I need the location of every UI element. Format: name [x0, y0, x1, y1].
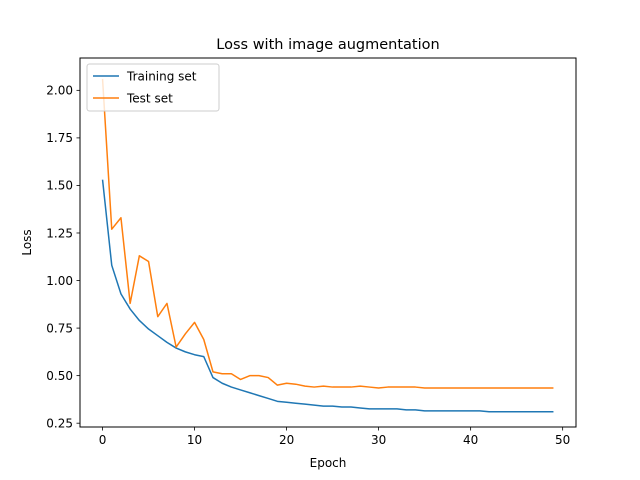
x-tick-label: 0 — [99, 433, 107, 447]
legend-box — [86, 63, 220, 112]
x-tick-label: 40 — [463, 433, 478, 447]
y-tick-label: 0.50 — [46, 369, 73, 383]
y-tick-label: 0.75 — [46, 321, 73, 335]
plot-frame — [79, 57, 577, 428]
legend-label: Test set — [126, 91, 173, 105]
series-line-test-set — [101, 78, 554, 389]
x-tick-label: 10 — [187, 433, 202, 447]
plot-area — [101, 78, 554, 413]
y-axis: 0.25 0.50 0.75 1.00 1.25 1.50 1.75 2.00 — [46, 84, 80, 430]
x-tick-label: 30 — [371, 433, 386, 447]
y-tick-label: 1.50 — [46, 179, 73, 193]
y-axis-label: Loss — [20, 229, 34, 255]
legend: Training set Test set — [86, 63, 220, 112]
y-tick-label: 2.00 — [46, 84, 73, 98]
y-tick-label: 1.75 — [46, 131, 73, 145]
y-tick-label: 0.25 — [46, 416, 73, 430]
x-axis-label: Epoch — [310, 456, 347, 470]
legend-label: Training set — [126, 69, 197, 83]
series-line-training-set — [101, 179, 554, 413]
chart-title: Loss with image augmentation — [216, 37, 439, 53]
y-tick-label: 1.25 — [46, 226, 73, 240]
x-axis: 0 10 20 30 40 50 — [99, 427, 570, 447]
x-tick-label: 50 — [555, 433, 570, 447]
series-group — [101, 78, 554, 413]
x-tick-label: 20 — [279, 433, 294, 447]
y-tick-label: 1.00 — [46, 274, 73, 288]
